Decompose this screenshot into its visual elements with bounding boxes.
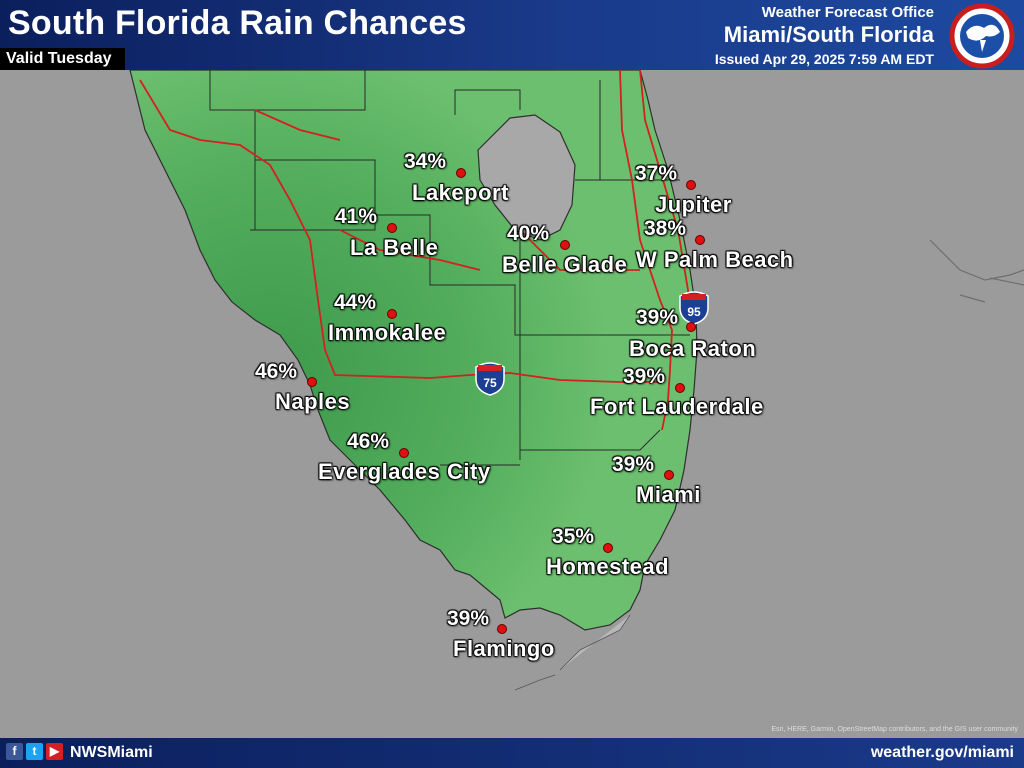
office-label: Weather Forecast Office xyxy=(761,4,934,21)
facebook-icon[interactable]: f xyxy=(6,743,23,760)
subtitle-background xyxy=(0,48,125,70)
i95-label: 95 xyxy=(687,305,701,319)
city-boca-raton: Boca Raton xyxy=(629,336,757,361)
social-handle[interactable]: NWSMiami xyxy=(70,744,153,761)
pct-la-belle: 41% xyxy=(335,205,378,228)
county-lines xyxy=(209,70,690,466)
pct-jupiter: 37% xyxy=(635,162,678,185)
pct-naples: 46% xyxy=(255,360,298,383)
pct-fort-lauderdale: 39% xyxy=(623,365,666,388)
footer-bar xyxy=(0,738,1024,768)
pct-lakeport: 34% xyxy=(404,150,447,173)
road-network xyxy=(139,70,691,431)
marker-immokalee xyxy=(387,309,397,319)
pct-immokalee: 44% xyxy=(334,291,377,314)
header-bar xyxy=(0,0,1024,70)
city-immokalee: Immokalee xyxy=(328,320,447,345)
city-fort-lauderdale: Fort Lauderdale xyxy=(590,394,764,419)
city-lakeport: Lakeport xyxy=(412,180,509,205)
city-homestead: Homestead xyxy=(546,554,670,579)
city-w-palm-beach: W Palm Beach xyxy=(636,247,794,272)
pct-belle-glade: 40% xyxy=(507,222,550,245)
pct-w-palm-beach: 38% xyxy=(644,217,687,240)
marker-flamingo xyxy=(497,624,507,634)
keys-islands xyxy=(514,614,631,691)
city-naples: Naples xyxy=(275,389,351,414)
marker-la-belle xyxy=(387,223,397,233)
marker-boca-raton xyxy=(686,322,696,332)
marker-fort-lauderdale xyxy=(675,383,685,393)
pct-homestead: 35% xyxy=(552,525,595,548)
marker-everglades-city xyxy=(399,448,409,458)
i75-label: 75 xyxy=(483,376,497,390)
marker-lakeport xyxy=(456,168,466,178)
marker-w-palm-beach xyxy=(695,235,705,245)
interstate-95-shield: 95 xyxy=(679,291,709,325)
youtube-icon[interactable]: ▶ xyxy=(46,743,63,760)
issued-timestamp: Issued Apr 29, 2025 7:59 AM EDT xyxy=(714,51,934,67)
office-name: Miami/South Florida xyxy=(723,22,934,47)
city-belle-glade: Belle Glade xyxy=(502,252,628,277)
pct-miami: 39% xyxy=(612,453,655,476)
bahamas-coast xyxy=(929,239,1024,303)
city-miami: Miami xyxy=(636,482,701,507)
city-flamingo: Flamingo xyxy=(453,636,555,661)
social-icons: f t ▶ xyxy=(6,743,63,760)
lake-okeechobee xyxy=(477,114,576,241)
marker-belle-glade xyxy=(560,240,570,250)
valid-day-label: Valid Tuesday xyxy=(6,50,112,67)
city-jupiter: Jupiter xyxy=(655,192,732,217)
marker-naples xyxy=(307,377,317,387)
website-link[interactable]: weather.gov/miami xyxy=(870,744,1014,761)
twitter-icon[interactable]: t xyxy=(26,743,43,760)
pct-everglades-city: 46% xyxy=(347,430,390,453)
south-florida-map: 75 95 xyxy=(0,70,1024,738)
city-everglades-city: Everglades City xyxy=(318,459,491,484)
page-title: South Florida Rain Chances xyxy=(8,4,467,42)
marker-jupiter xyxy=(686,180,696,190)
pct-boca-raton: 39% xyxy=(636,306,679,329)
interstate-75-shield: 75 xyxy=(475,362,505,396)
pct-flamingo: 39% xyxy=(447,607,490,630)
noaa-nws-logo xyxy=(949,3,1015,69)
marker-homestead xyxy=(603,543,613,553)
city-la-belle: La Belle xyxy=(350,235,439,260)
map-attribution: Esri, HERE, Garmin, OpenStreetMap contri… xyxy=(771,726,1018,733)
marker-miami xyxy=(664,470,674,480)
